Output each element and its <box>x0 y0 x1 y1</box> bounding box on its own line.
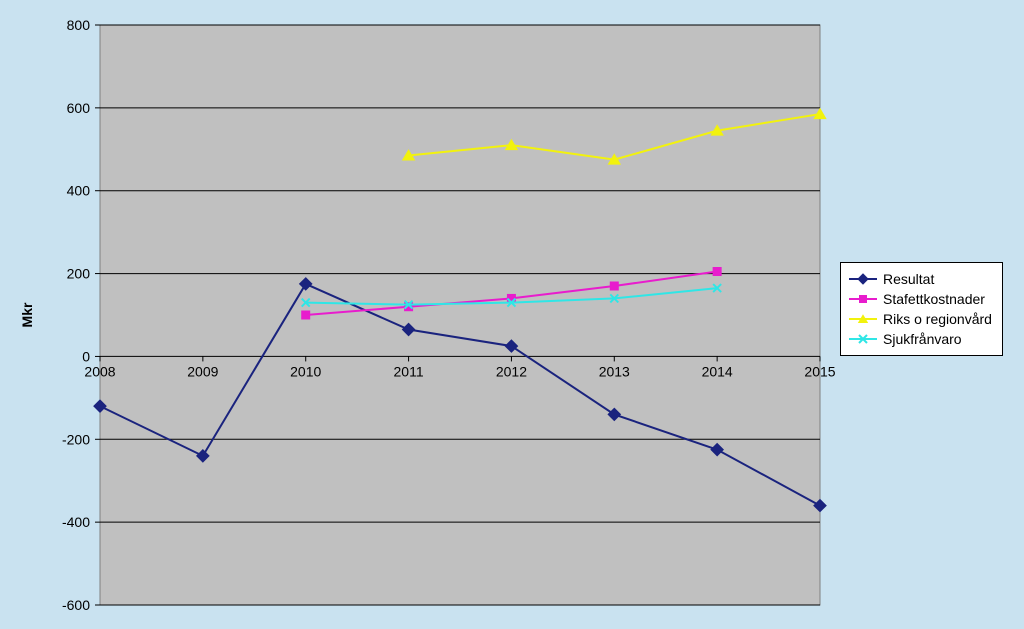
tick-label-x: 2011 <box>394 363 424 379</box>
legend-swatch-stafettkostnader <box>849 291 877 307</box>
tick-label-x: 2009 <box>187 363 218 379</box>
marker-square <box>302 311 310 319</box>
tick-label-x: 2013 <box>599 363 630 379</box>
legend-item-sjukfranvaro: Sjukfrånvaro <box>849 329 992 349</box>
legend-swatch-sjukfranvaro <box>849 331 877 347</box>
tick-label-x: 2010 <box>290 363 321 379</box>
tick-label-y: 600 <box>67 100 91 116</box>
tick-label-y: 0 <box>82 348 90 364</box>
legend-label-resultat: Resultat <box>883 271 934 287</box>
legend-label-stafettkostnader: Stafettkostnader <box>883 291 985 307</box>
legend-swatch-resultat <box>849 271 877 287</box>
legend-label-sjukfranvaro: Sjukfrånvaro <box>883 331 962 347</box>
tick-label-x: 2015 <box>804 363 835 379</box>
legend-swatch-riks <box>849 311 877 327</box>
tick-label-x: 2008 <box>84 363 115 379</box>
plot-area <box>100 25 820 605</box>
tick-label-x: 2012 <box>496 363 527 379</box>
tick-label-y: 400 <box>67 183 91 199</box>
chart-stage: -600 -400 -200 0 200 400 600 800 2008 2009 2010 201… <box>0 0 1024 629</box>
tick-label-y: -400 <box>62 514 90 530</box>
marker-square <box>713 268 721 276</box>
tick-label-y: -600 <box>62 597 90 613</box>
y-axis-title: Mkr <box>19 302 35 327</box>
legend-label-riks: Riks o regionvård <box>883 311 992 327</box>
legend: Resultat Stafettkostnader Riks o regionvår… <box>840 262 1003 356</box>
tick-label-y: 800 <box>67 17 91 33</box>
legend-item-riks: Riks o regionvård <box>849 309 992 329</box>
tick-label-x: 2014 <box>702 363 733 379</box>
tick-label-y: 200 <box>67 266 91 282</box>
legend-item-stafettkostnader: Stafettkostnader <box>849 289 992 309</box>
legend-item-resultat: Resultat <box>849 269 992 289</box>
tick-label-y: -200 <box>62 431 90 447</box>
marker-square <box>610 282 618 290</box>
